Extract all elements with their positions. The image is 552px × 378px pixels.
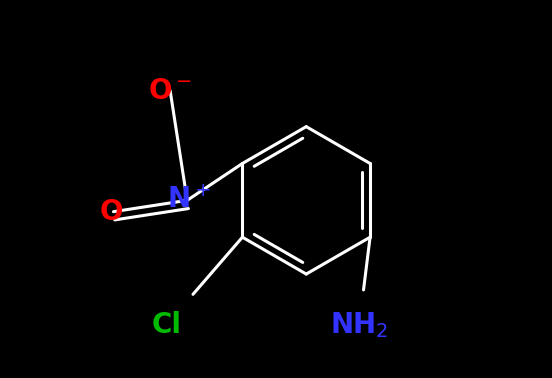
Text: N$^+$: N$^+$	[167, 186, 211, 214]
Text: Cl: Cl	[151, 311, 182, 339]
Text: O: O	[100, 198, 123, 226]
Text: O$^-$: O$^-$	[148, 77, 192, 105]
Text: NH$_2$: NH$_2$	[330, 310, 389, 340]
